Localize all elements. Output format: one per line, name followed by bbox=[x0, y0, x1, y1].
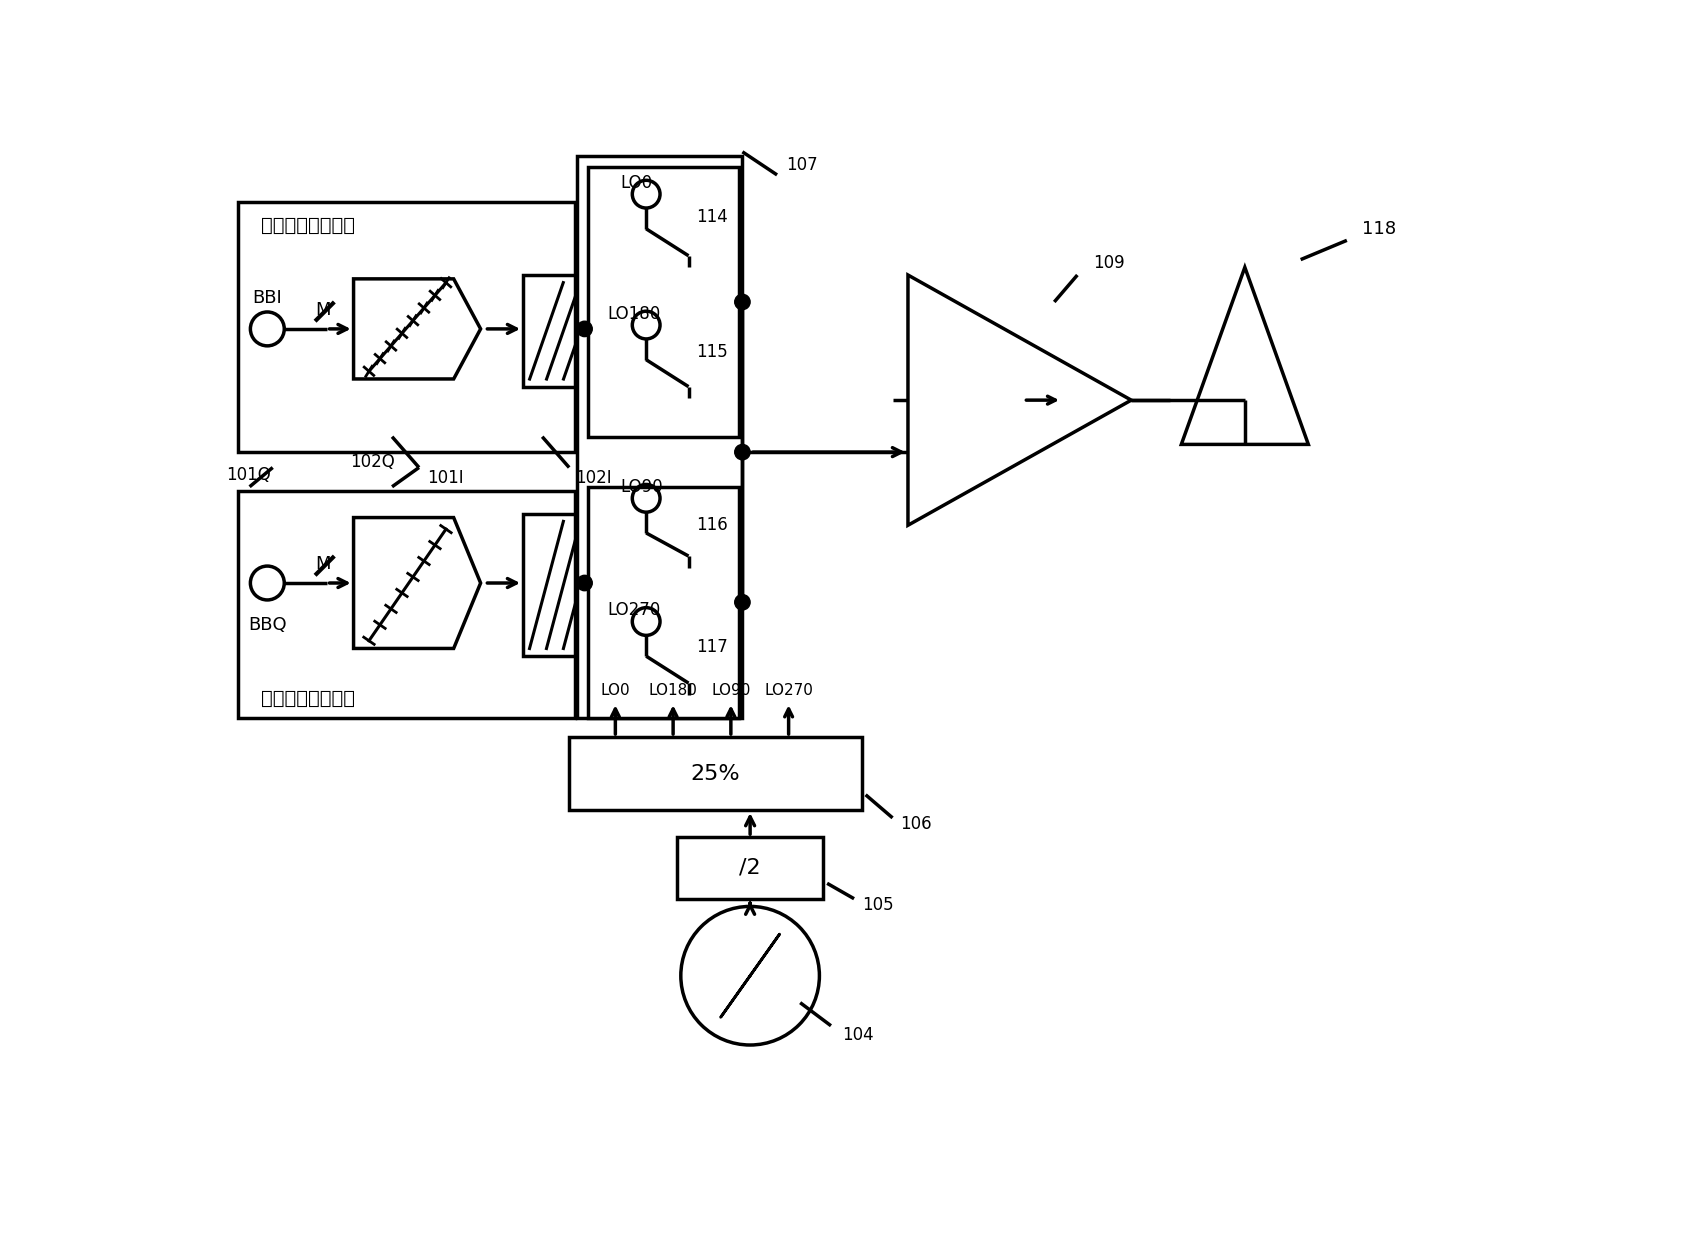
Text: 101I: 101I bbox=[427, 469, 464, 487]
Text: LO90: LO90 bbox=[620, 477, 663, 496]
Text: 102Q: 102Q bbox=[349, 453, 395, 471]
Text: LO0: LO0 bbox=[600, 683, 631, 698]
Text: LO90: LO90 bbox=[711, 683, 750, 698]
Text: LO180: LO180 bbox=[649, 683, 698, 698]
Bar bbox=[523, 275, 575, 387]
Bar bbox=[238, 491, 575, 718]
Text: 102I: 102I bbox=[575, 469, 612, 487]
Bar bbox=[238, 202, 575, 453]
Text: M: M bbox=[315, 301, 330, 318]
Text: 115: 115 bbox=[696, 343, 728, 361]
Text: BBI: BBI bbox=[253, 289, 282, 307]
Bar bbox=[577, 155, 742, 718]
Text: 105: 105 bbox=[862, 896, 894, 914]
Text: M: M bbox=[315, 555, 330, 573]
Bar bbox=[588, 487, 738, 718]
Text: 109: 109 bbox=[1093, 254, 1125, 272]
Text: 25%: 25% bbox=[691, 763, 740, 784]
Text: 118: 118 bbox=[1362, 219, 1396, 238]
Text: LO0: LO0 bbox=[620, 174, 652, 191]
Circle shape bbox=[577, 576, 592, 591]
Text: LO270: LO270 bbox=[764, 683, 813, 698]
Circle shape bbox=[735, 295, 750, 309]
Bar bbox=[570, 737, 862, 810]
Text: 107: 107 bbox=[786, 155, 818, 174]
Bar bbox=[678, 837, 823, 899]
Text: 116: 116 bbox=[696, 517, 728, 534]
Text: LO180: LO180 bbox=[607, 305, 661, 323]
Polygon shape bbox=[354, 279, 481, 379]
Polygon shape bbox=[1182, 268, 1308, 444]
Bar bbox=[588, 168, 738, 436]
Polygon shape bbox=[354, 518, 481, 649]
Bar bbox=[523, 514, 575, 656]
Text: 101Q: 101Q bbox=[226, 466, 271, 485]
Text: 106: 106 bbox=[900, 815, 932, 834]
Polygon shape bbox=[909, 275, 1131, 525]
Circle shape bbox=[735, 594, 750, 610]
Circle shape bbox=[577, 322, 592, 337]
Text: 基带信号同相通道: 基带信号同相通道 bbox=[261, 216, 356, 234]
Text: 基带信号正交通道: 基带信号正交通道 bbox=[261, 689, 356, 708]
Text: 104: 104 bbox=[843, 1026, 873, 1044]
Circle shape bbox=[735, 444, 750, 460]
Text: /2: /2 bbox=[738, 858, 760, 878]
Text: 114: 114 bbox=[696, 208, 728, 227]
Text: BBQ: BBQ bbox=[248, 616, 287, 634]
Text: LO270: LO270 bbox=[607, 600, 661, 619]
Text: 117: 117 bbox=[696, 637, 728, 656]
